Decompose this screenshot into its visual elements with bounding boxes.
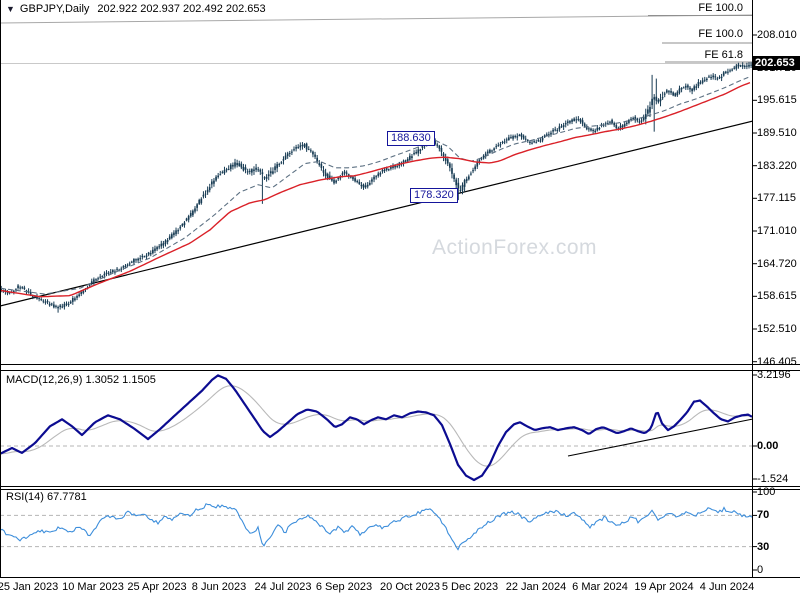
price-axis-label: 208.010 — [757, 29, 797, 41]
rsi-axis-label: 30 — [757, 540, 770, 553]
price-annotation: 178.320 — [410, 188, 458, 203]
date-axis-label: 22 Jan 2024 — [505, 581, 567, 593]
price-axis-label: 189.510 — [757, 127, 797, 139]
price-annotation: 188.630 — [387, 131, 435, 146]
chart-title: ▼ GBPJPY,Daily 202.922 202.937 202.492 2… — [6, 3, 266, 15]
rsi-axis-label: 0 — [757, 564, 764, 576]
price-axis-label: 158.615 — [757, 290, 797, 303]
fe-level-label: FE 61.8 — [704, 49, 743, 61]
date-axis-label: 10 Mar 2023 — [62, 581, 124, 593]
price-axis-label: 177.115 — [757, 192, 796, 205]
price-axis-label: 152.510 — [757, 323, 797, 335]
price-axis-label: 171.010 — [757, 225, 797, 237]
price-axis-label: 183.220 — [757, 159, 797, 172]
price-axis-label: 195.615 — [757, 94, 797, 107]
watermark: ActionForex.com — [432, 236, 598, 259]
ohlc-values: 202.922 202.937 202.492 202.653 — [97, 3, 266, 15]
date-axis-label: 4 Jun 2024 — [699, 581, 755, 593]
date-axis-label: 25 Jan 2023 — [0, 581, 59, 593]
date-axis-label: 19 Apr 2024 — [634, 581, 694, 593]
macd-axis-label: -1.524 — [757, 473, 789, 485]
current-price-badge: 202.653 — [753, 56, 800, 70]
rsi-axis-label: 70 — [757, 509, 770, 522]
fe-level-label: FE 100.0 — [698, 2, 743, 14]
symbol-period-label: GBPJPY,Daily — [19, 3, 90, 15]
rsi-axis-label: 100 — [757, 486, 776, 498]
symbol-dropdown-icon[interactable]: ▼ — [6, 4, 15, 14]
date-axis-label: 8 Jun 2023 — [191, 581, 247, 593]
price-axis-label: 164.720 — [757, 257, 797, 270]
fe-level-label: FE 100.0 — [698, 28, 743, 40]
date-axis-label: 5 Dec 2023 — [441, 581, 499, 593]
macd-axis-label: 3.2196 — [757, 369, 791, 381]
price-axis-label: 146.405 — [757, 355, 797, 368]
macd-header: MACD(12,26,9) 1.3052 1.1505 — [6, 374, 156, 386]
rsi-header: RSI(14) 67.7781 — [6, 491, 87, 503]
macd-axis-label: 0.00 — [757, 440, 779, 452]
date-axis-label: 25 Apr 2023 — [127, 581, 187, 593]
date-axis-label: 24 Jul 2023 — [254, 581, 312, 593]
date-axis-label: 20 Oct 2023 — [380, 581, 440, 593]
date-axis-label: 6 Mar 2024 — [572, 581, 628, 593]
date-axis-label: 6 Sep 2023 — [315, 581, 373, 593]
